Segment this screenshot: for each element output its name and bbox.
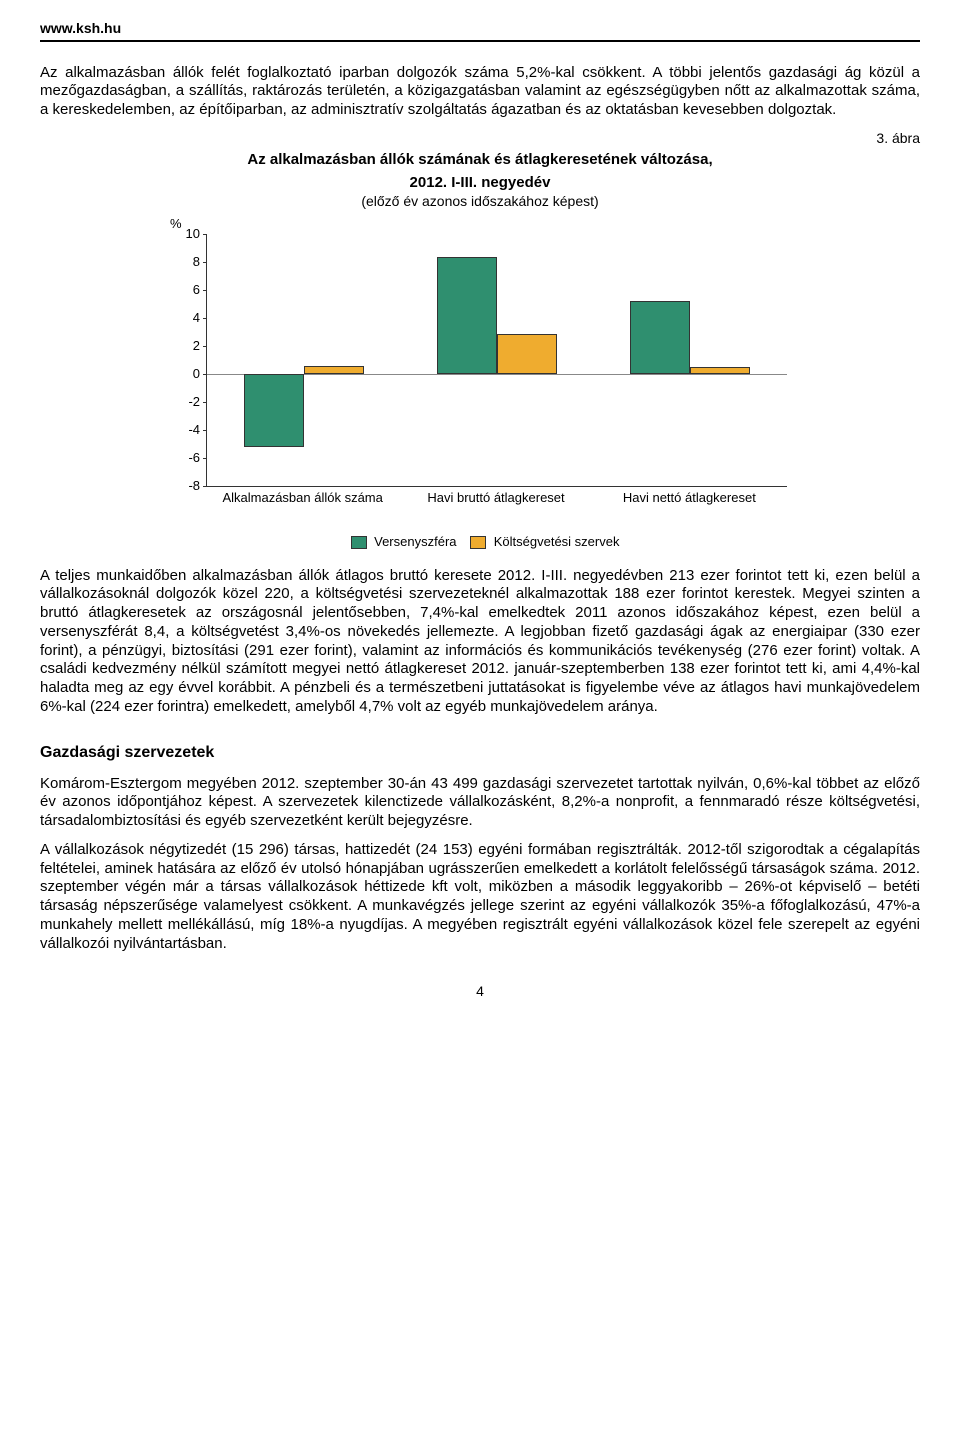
page: www.ksh.hu Az alkalmazásban állók felét … xyxy=(0,0,960,1041)
chart-ytick: 4 xyxy=(172,310,200,326)
chart-ytick: -4 xyxy=(172,422,200,438)
chart-xlabel: Havi bruttó átlagkereset xyxy=(406,490,586,506)
legend-label-1: Versenyszféra xyxy=(374,534,456,549)
intro-paragraph: Az alkalmazásban állók felét foglalkozta… xyxy=(40,64,920,120)
chart-ytick: -2 xyxy=(172,394,200,410)
chart-bar xyxy=(244,374,304,447)
figure-title-line1: Az alkalmazásban állók számának és átlag… xyxy=(40,151,920,170)
chart-legend: Versenyszféra Költségvetési szervek xyxy=(160,534,800,550)
chart-bar xyxy=(630,301,690,374)
chart-bar xyxy=(437,257,497,375)
figure-subtitle: (előző év azonos időszakához képest) xyxy=(40,193,920,211)
figure-title-line2: 2012. I-III. negyedév xyxy=(40,174,920,193)
body-paragraph-2: Komárom-Esztergom megyében 2012. szeptem… xyxy=(40,775,920,831)
chart-bar xyxy=(304,366,364,374)
chart-ytick: 2 xyxy=(172,338,200,354)
chart-bar xyxy=(690,367,750,374)
chart: % 1086420-2-4-6-8 Alkalmazásban állók sz… xyxy=(160,216,800,550)
chart-bar xyxy=(497,334,557,375)
section-heading: Gazdasági szervezetek xyxy=(40,743,920,763)
header-url: www.ksh.hu xyxy=(40,20,920,42)
chart-ytick: -8 xyxy=(172,478,200,494)
body-paragraph-1: A teljes munkaidőben alkalmazásban állók… xyxy=(40,567,920,717)
chart-ytick: 10 xyxy=(172,226,200,242)
page-number: 4 xyxy=(40,983,920,1001)
chart-ytick: 8 xyxy=(172,254,200,270)
legend-swatch-2 xyxy=(470,536,486,549)
chart-ytick: -6 xyxy=(172,450,200,466)
chart-xlabel: Alkalmazásban állók száma xyxy=(213,490,393,506)
chart-area: % 1086420-2-4-6-8 Alkalmazásban állók sz… xyxy=(160,216,800,516)
chart-plot xyxy=(206,234,787,487)
body-paragraph-3: A vállalkozások négytizedét (15 296) tár… xyxy=(40,841,920,954)
figure-label: 3. ábra xyxy=(40,130,920,148)
legend-label-2: Költségvetési szervek xyxy=(494,534,620,549)
chart-xlabel: Havi nettó átlagkereset xyxy=(599,490,779,506)
chart-ytick: 0 xyxy=(172,366,200,382)
legend-swatch-1 xyxy=(351,536,367,549)
chart-ytick: 6 xyxy=(172,282,200,298)
